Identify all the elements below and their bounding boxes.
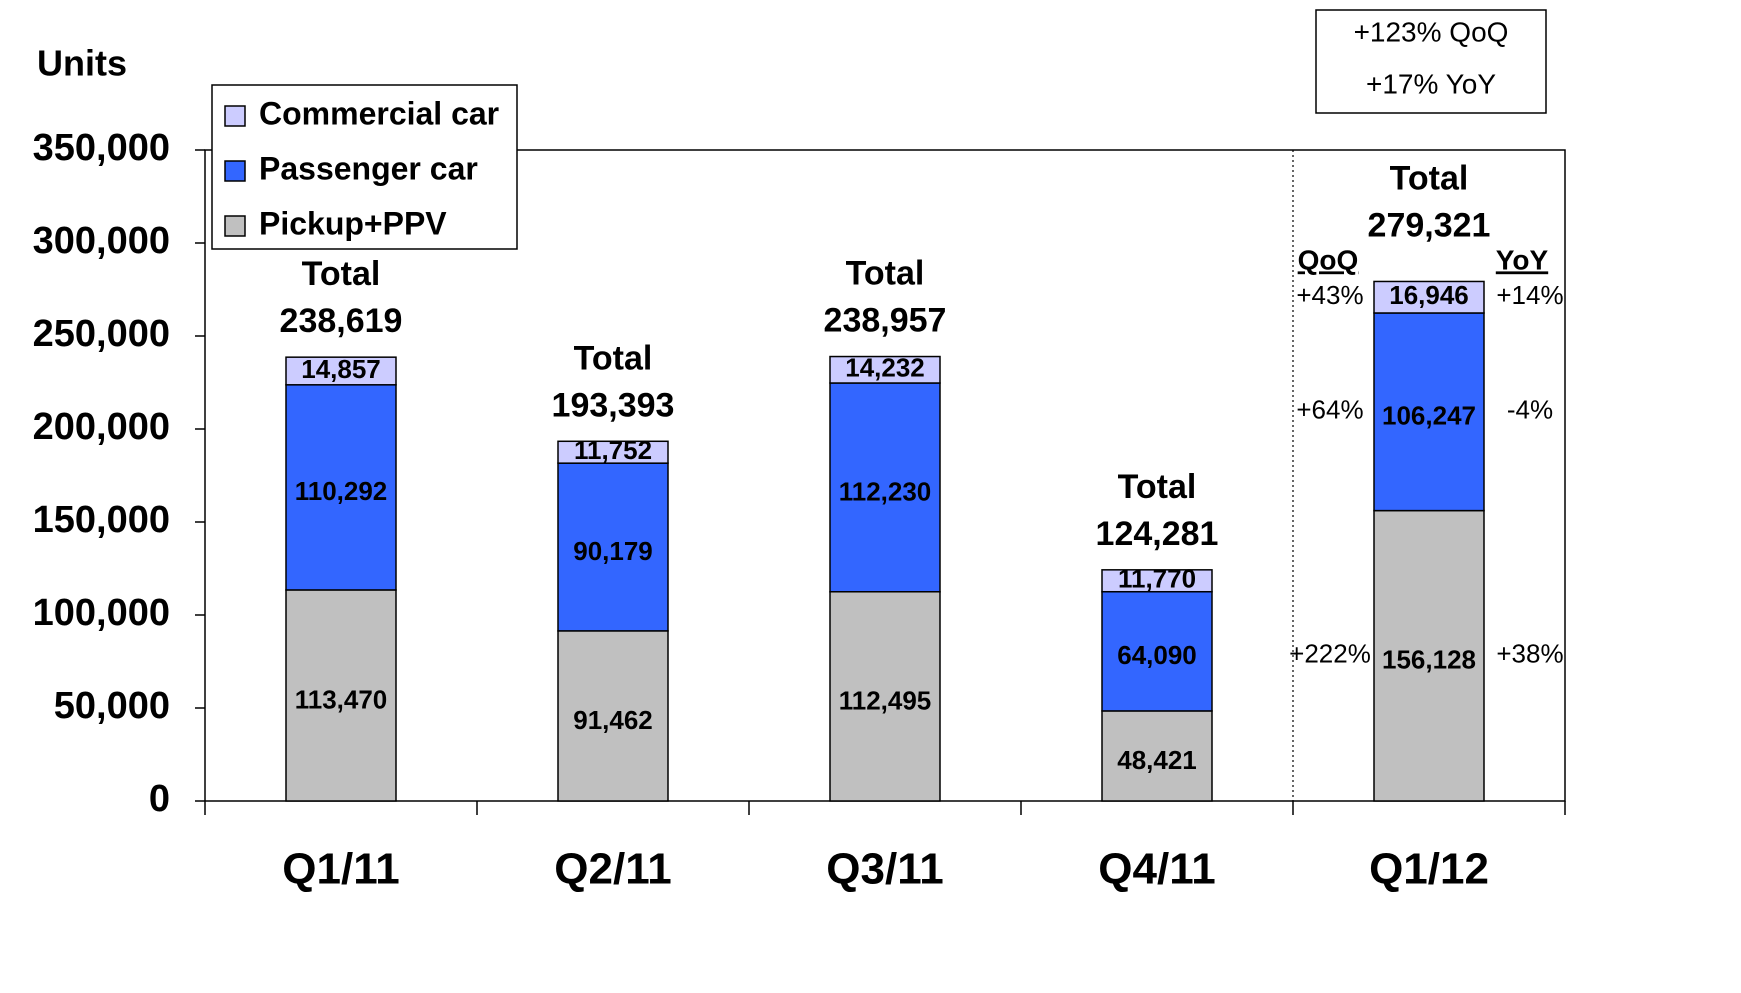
segment-label: 112,495 (839, 685, 932, 715)
legend-box (211, 84, 518, 250)
bar-segment (829, 382, 941, 593)
bar-segment (1101, 569, 1213, 593)
yoy-value: +38% (1496, 639, 1563, 669)
segment-label: 14,857 (301, 354, 381, 384)
bar-segment (285, 384, 397, 591)
segment-label: 90,179 (573, 536, 653, 566)
y-tick-label: 300,000 (33, 220, 170, 262)
segment-label: 110,292 (295, 476, 388, 506)
total-label: Total (1118, 468, 1197, 506)
total-value: 279,321 (1368, 206, 1491, 244)
x-tick-label: Q2/11 (554, 845, 671, 894)
yoy-header: YoY (1496, 244, 1549, 275)
bar-segment (1373, 509, 1485, 802)
y-tick-label: 250,000 (33, 313, 170, 355)
total-value: 124,281 (1096, 515, 1219, 553)
total-label: Total (1390, 159, 1469, 197)
yoy-value: -4% (1507, 395, 1553, 425)
y-tick-label: 350,000 (33, 127, 170, 169)
legend-swatch (224, 160, 246, 182)
x-tick-label: Q3/11 (826, 845, 943, 894)
total-label: Total (574, 339, 653, 377)
summary-box (1315, 9, 1547, 114)
bar-segment (285, 589, 397, 802)
total-value: 193,393 (552, 386, 675, 424)
total-value: 238,957 (824, 302, 947, 340)
y-tick-label: 50,000 (54, 685, 170, 727)
segment-label: 112,230 (839, 476, 932, 506)
qoq-value: +222% (1289, 639, 1371, 669)
y-tick-label: 150,000 (33, 499, 170, 541)
y-axis-label: Units (37, 43, 127, 84)
yoy-value: +14% (1496, 280, 1563, 310)
bar-segment (557, 462, 669, 632)
segment-label: 11,770 (1118, 564, 1196, 594)
qoq-value: +43% (1296, 280, 1363, 310)
qoq-value: +64% (1296, 395, 1363, 425)
y-tick-label: 0 (149, 778, 170, 820)
segment-label: 14,232 (845, 353, 925, 383)
legend-swatch (224, 215, 246, 237)
bar-segment (829, 591, 941, 802)
bar-segment (285, 356, 397, 386)
legend-swatch (224, 105, 246, 127)
segment-label: 113,470 (295, 684, 388, 714)
x-tick-label: Q1/11 (282, 845, 399, 894)
bar-segment (1101, 590, 1213, 712)
bar-segment (829, 355, 941, 384)
summary-text: +17% YoY (1366, 68, 1496, 99)
segment-label: 11,752 (574, 435, 652, 465)
segment-label: 91,462 (573, 705, 653, 735)
qoq-header: QoQ (1298, 244, 1359, 275)
legend-label: Pickup+PPV (259, 205, 447, 241)
bar-segment (1101, 710, 1213, 802)
x-tick-label: Q1/12 (1369, 845, 1489, 894)
bar-segment (1373, 312, 1485, 512)
segment-label: 64,090 (1117, 640, 1197, 670)
segment-label: 156,128 (1382, 645, 1476, 675)
x-tick-label: Q4/11 (1098, 845, 1215, 894)
legend-label: Commercial car (259, 95, 499, 131)
bar-segment (557, 630, 669, 802)
total-label: Total (846, 255, 925, 293)
segment-label: 48,421 (1117, 745, 1197, 775)
segment-label: 16,946 (1389, 280, 1469, 310)
segment-label: 106,247 (1382, 401, 1476, 431)
y-tick-label: 200,000 (33, 406, 170, 448)
bar-segment (557, 440, 669, 464)
bar-segment (1373, 280, 1485, 314)
summary-text: +123% QoQ (1354, 16, 1509, 47)
y-tick-label: 100,000 (33, 592, 170, 634)
total-label: Total (302, 255, 381, 293)
total-value: 238,619 (280, 302, 403, 340)
legend-label: Passenger car (259, 150, 478, 186)
